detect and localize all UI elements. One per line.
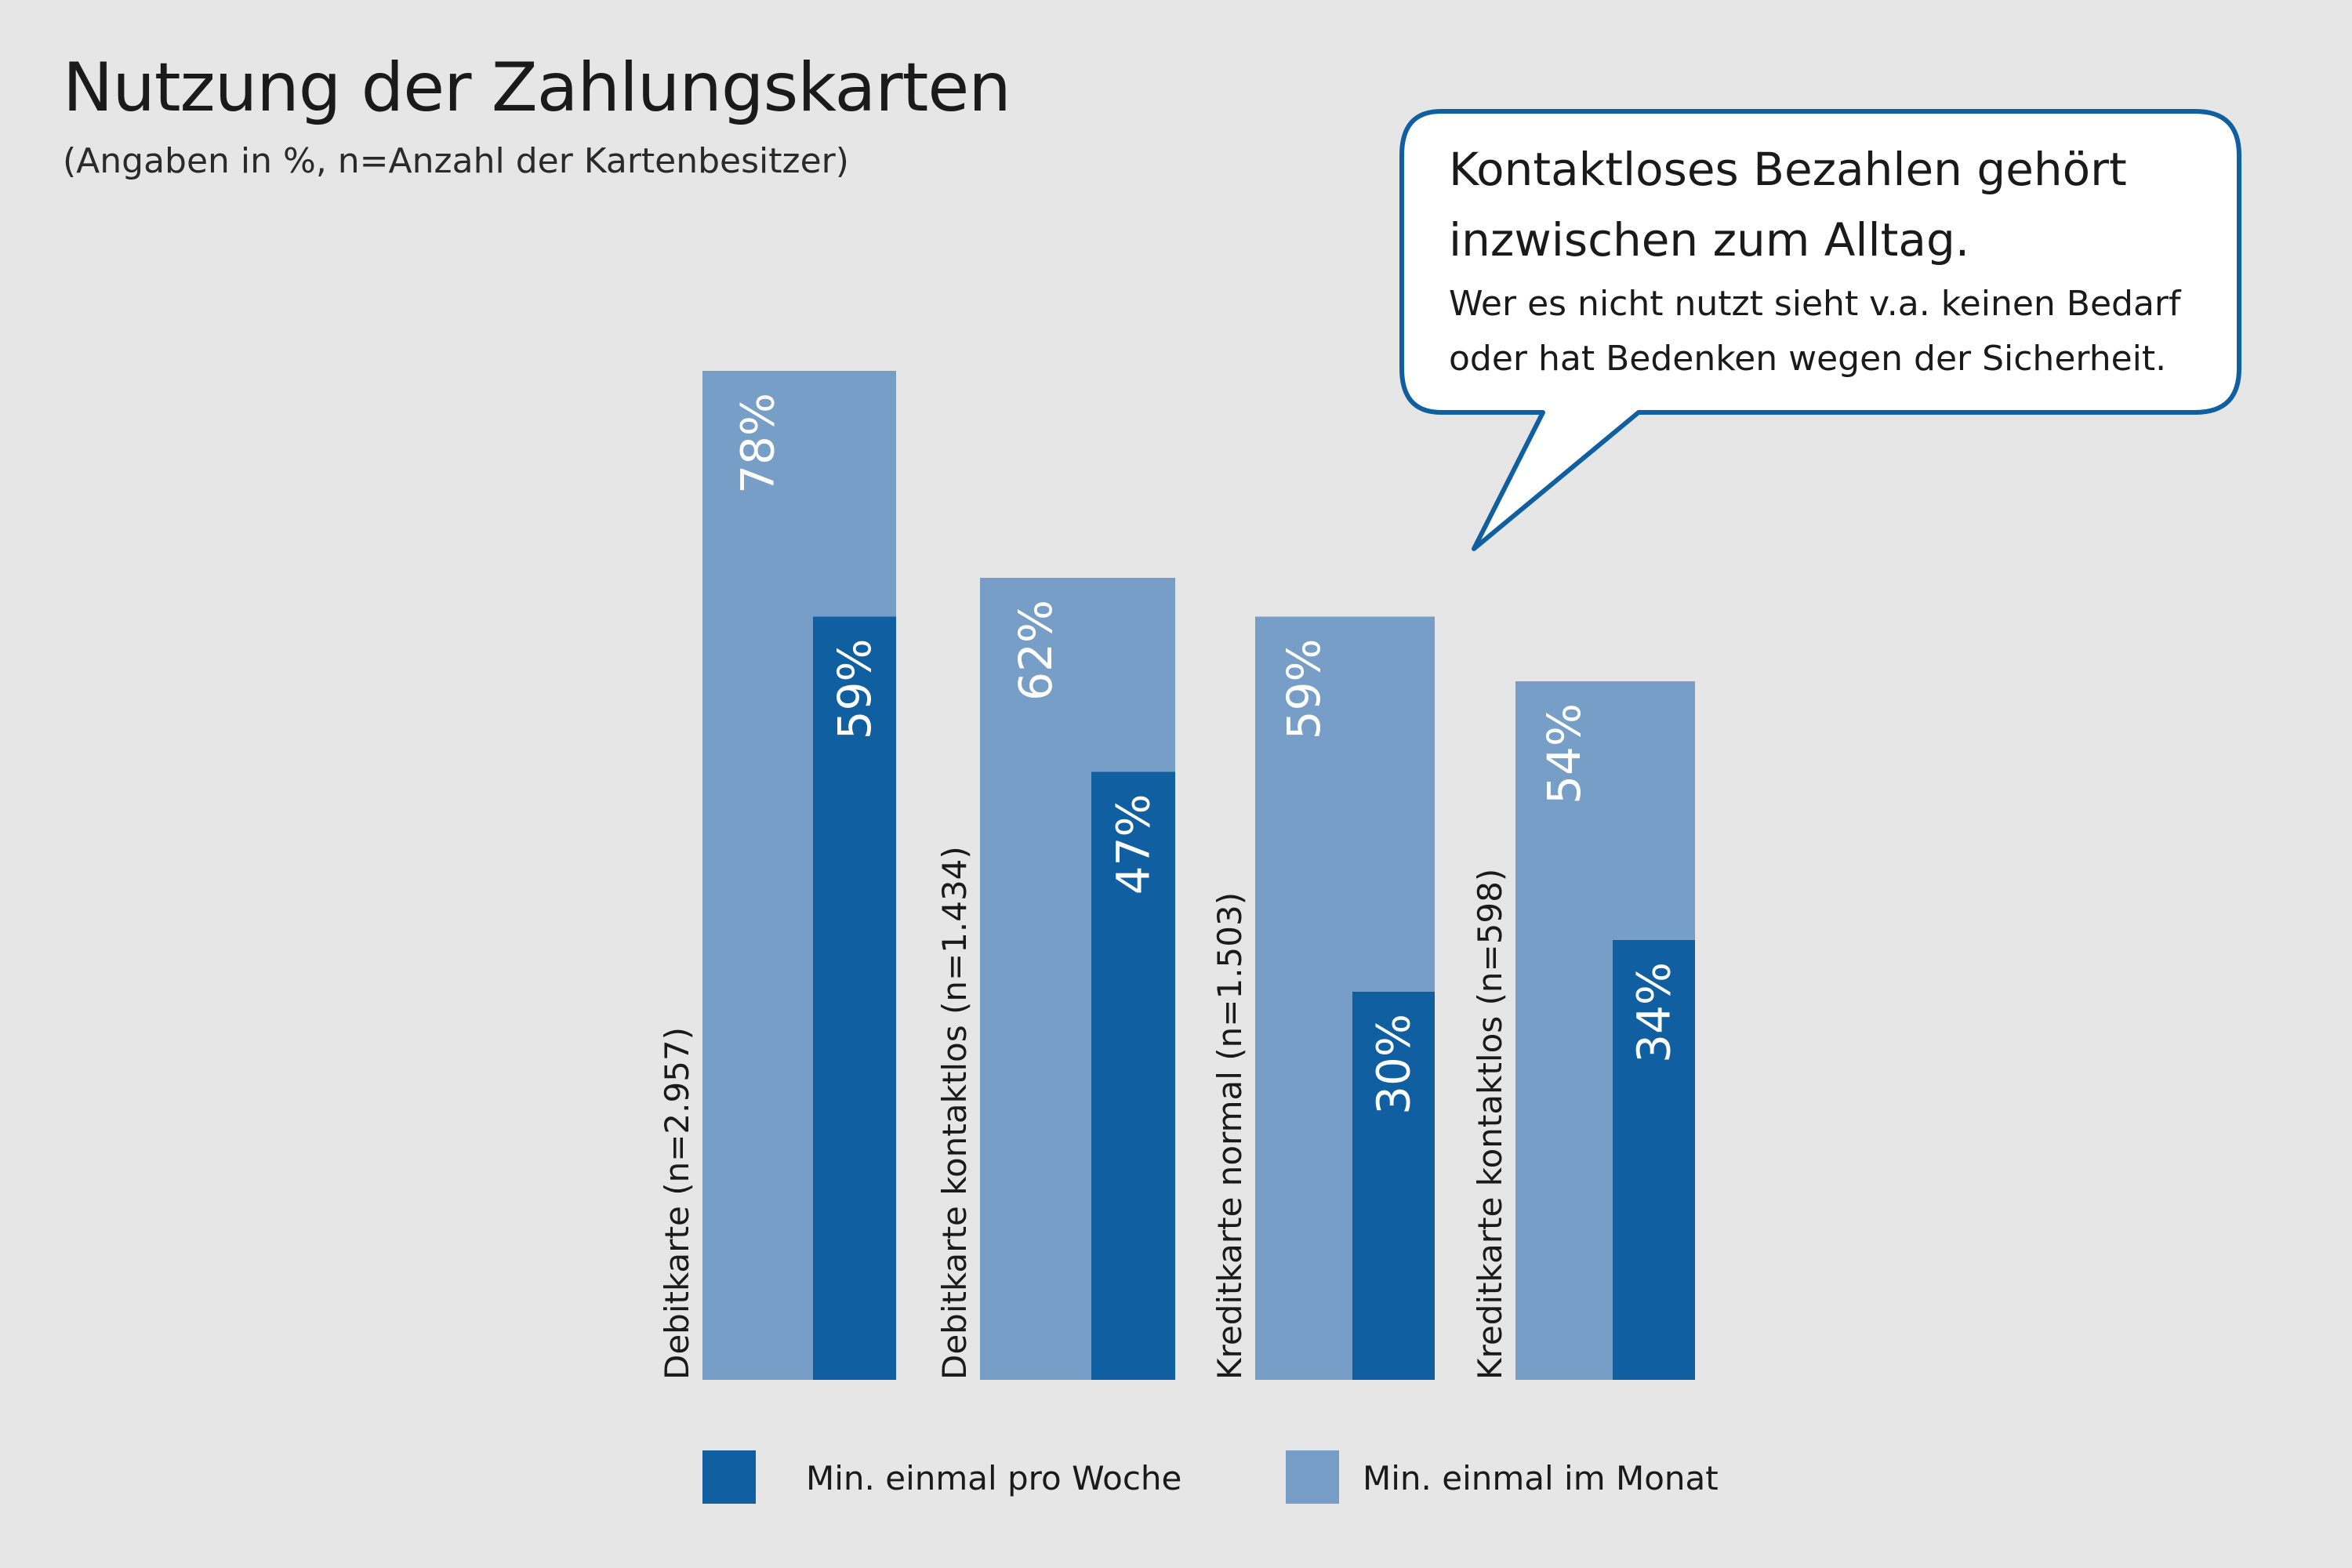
chart-subtitle: (Angaben in %, n=Anzahl der Kartenbesitz…: [63, 141, 849, 181]
category-label-4: Kreditkarte kontaktlos (n=598): [1471, 869, 1509, 1380]
legend-label-monthly: Min. einmal im Monat: [1363, 1459, 1719, 1497]
value-label-monthly-3: 59%: [1277, 639, 1330, 740]
callout: Kontaktloses Bezahlen gehört inzwischen …: [1402, 111, 2233, 409]
bar-weekly-3: [1352, 992, 1435, 1380]
bar-weekly-1: [813, 616, 896, 1380]
legend-swatch-monthly: [1286, 1450, 1339, 1504]
bar-weekly-4: [1613, 940, 1695, 1380]
value-label-weekly-3: 30%: [1367, 1014, 1421, 1115]
legend-label-weekly: Min. einmal pro Woche: [806, 1459, 1181, 1497]
legend: Min. einmal pro Woche Min. einmal im Mon…: [702, 1450, 1719, 1504]
value-label-weekly-2: 47%: [1107, 794, 1160, 895]
callout-line-2: inzwischen zum Alltag.: [1449, 213, 1970, 267]
bar-weekly-2: [1091, 771, 1175, 1380]
value-label-weekly-4: 34%: [1628, 962, 1681, 1063]
value-label-monthly-1: 78%: [731, 393, 785, 494]
category-label-3: Kreditkarte normal (n=1.503): [1210, 892, 1249, 1380]
chart-title: Nutzung der Zahlungskarten: [63, 49, 1011, 127]
callout-line-1: Kontaktloses Bezahlen gehört: [1449, 143, 2127, 196]
value-label-monthly-4: 54%: [1537, 703, 1591, 804]
value-label-monthly-2: 62%: [1009, 600, 1062, 701]
legend-swatch-weekly: [702, 1450, 756, 1504]
callout-bubble: [1399, 109, 2241, 551]
value-label-weekly-1: 59%: [828, 639, 881, 740]
category-label-2: Debitkarte kontaktlos (n=1.434): [935, 846, 974, 1380]
callout-line-3: Wer es nicht nutzt sieht v.a. keinen Bed…: [1449, 284, 2181, 324]
callout-line-4: oder hat Bedenken wegen der Sicherheit.: [1449, 339, 2167, 379]
category-label-1: Debitkarte (n=2.957): [658, 1027, 696, 1380]
